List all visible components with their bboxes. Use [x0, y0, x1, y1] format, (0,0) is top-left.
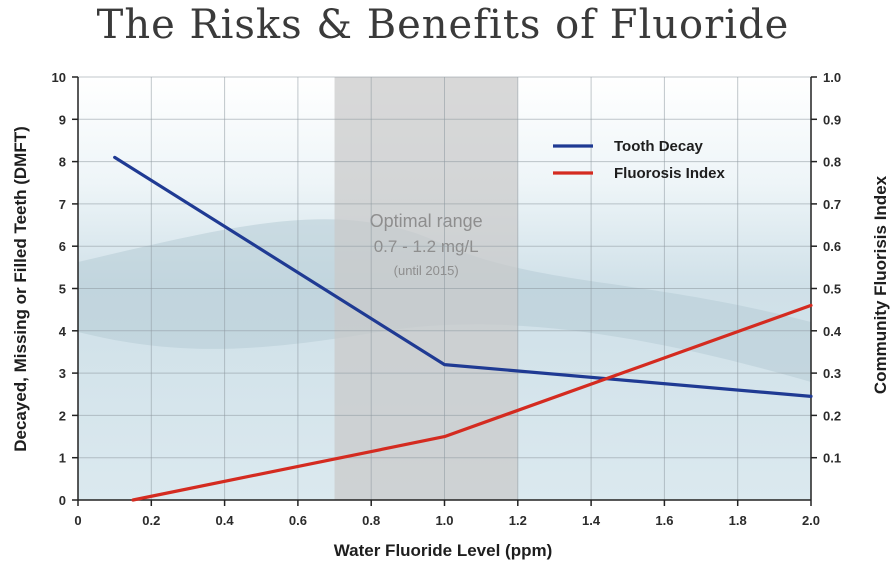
y-tick-label-right: 0.8 — [823, 155, 841, 170]
y-tick-label-right: 0.4 — [823, 324, 842, 339]
x-tick-label: 2.0 — [802, 513, 820, 528]
y-tick-label-left: 6 — [59, 239, 66, 254]
x-tick-label: 0.8 — [362, 513, 380, 528]
y-tick-label-right: 0.6 — [823, 239, 841, 254]
y-tick-label-left: 1 — [59, 451, 66, 466]
y-tick-label-right: 0.9 — [823, 112, 841, 127]
y-tick-label-left: 7 — [59, 197, 66, 212]
y-tick-label-left: 4 — [59, 324, 67, 339]
grid — [78, 76, 811, 500]
x-tick-label: 1.6 — [655, 513, 673, 528]
y-axis-label-left: Decayed, Missing or Filled Teeth (DMFT) — [11, 126, 30, 452]
band-note: (until 2015) — [394, 263, 459, 278]
y-tick-label-left: 10 — [52, 70, 66, 85]
x-axis-label: Water Fluoride Level (ppm) — [334, 541, 553, 560]
x-tick-label: 0 — [74, 513, 81, 528]
chart-title: The Risks & Benefits of Fluoride — [97, 2, 790, 48]
y-tick-label-right: 0.3 — [823, 366, 841, 381]
x-tick-label: 0.4 — [216, 513, 235, 528]
x-tick-label: 1.0 — [435, 513, 453, 528]
y-tick-label-left: 0 — [59, 493, 66, 508]
y-tick-label-left: 3 — [59, 366, 66, 381]
x-tick-label: 1.2 — [509, 513, 527, 528]
y-tick-label-right: 0.2 — [823, 408, 841, 423]
series-line-tooth-decay — [113, 155, 813, 398]
x-tick-label: 1.8 — [729, 513, 747, 528]
band-label: Optimal range — [370, 211, 483, 231]
legend-label: Fluorosis Index — [614, 165, 726, 182]
series — [113, 155, 813, 502]
series-line-fluorosis-index — [131, 303, 813, 502]
y-tick-label-left: 8 — [59, 155, 66, 170]
y-tick-label-right: 0.1 — [823, 451, 841, 466]
x-tick-label: 0.2 — [142, 513, 160, 528]
y-tick-label-right: 0.5 — [823, 282, 841, 297]
y-tick-label-left: 5 — [59, 282, 66, 297]
y-tick-label-left: 9 — [59, 112, 66, 127]
x-tick-label: 0.6 — [289, 513, 307, 528]
y-tick-label-left: 2 — [59, 408, 66, 423]
y-tick-label-right: 1.0 — [823, 70, 841, 85]
legend-label: Tooth Decay — [614, 138, 704, 155]
legend: Tooth Decay Fluorosis Index — [553, 138, 726, 182]
axes: 0 0.2 0.4 0.6 0.8 1.0 1.2 1.4 1.6 1.8 2.0 0 1 2 3 4 5 6 7 8… — [52, 70, 842, 528]
y-tick-label-right: 0.7 — [823, 197, 841, 212]
y-axis-label-right: Community Fluorisis Index — [871, 175, 890, 394]
x-tick-label: 1.4 — [582, 513, 601, 528]
